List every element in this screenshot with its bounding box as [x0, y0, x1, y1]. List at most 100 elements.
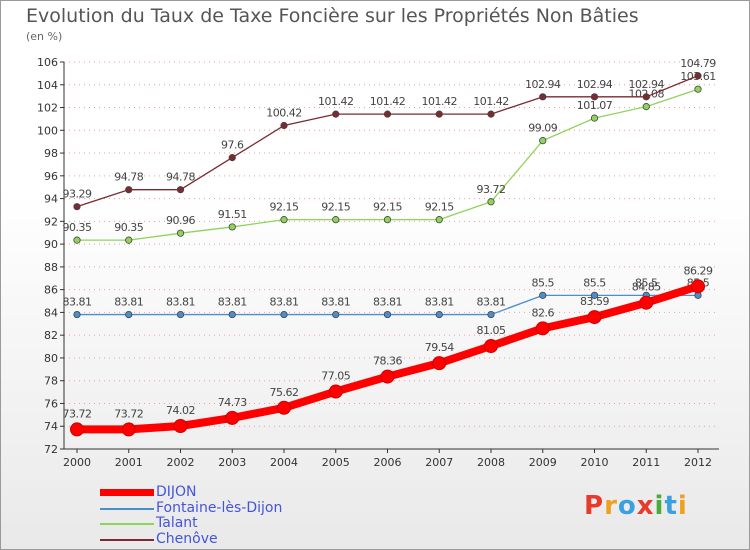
data-label-dijon: 81.05 [477, 324, 506, 337]
data-label-talant: 92.15 [373, 201, 402, 214]
x-tick-label: 2010 [581, 456, 609, 469]
data-label-fontaine-les-dijon: 83.81 [114, 296, 143, 309]
data-label-dijon: 82.6 [532, 306, 555, 319]
data-point-talant [176, 229, 185, 237]
logo-letter: i [654, 491, 665, 521]
data-label-chenove: 100.42 [266, 107, 302, 120]
data-point-dijon [173, 419, 188, 434]
data-point-fontaine-les-dijon [383, 310, 392, 319]
data-point-dijon [639, 295, 654, 310]
legend-label-fontaine: Fontaine-lès-Dijon [156, 499, 283, 516]
data-point-fontaine-les-dijon [332, 310, 340, 319]
x-tick-label: 2002 [167, 456, 195, 469]
y-tick-label: 104 [37, 79, 58, 92]
data-point-talant [125, 236, 133, 244]
data-point-fontaine-les-dijon [280, 310, 288, 319]
data-label-talant: 99.09 [528, 122, 557, 135]
data-point-dijon [432, 356, 447, 371]
data-label-dijon: 79.54 [425, 341, 454, 354]
y-tick-label: 90 [44, 238, 58, 251]
data-point-fontaine-les-dijon [73, 310, 81, 319]
data-point-fontaine-les-dijon [487, 310, 495, 319]
data-label-fontaine-les-dijon: 85.5 [583, 276, 606, 289]
data-point-chenove [228, 154, 236, 162]
x-tick-label: 2003 [218, 456, 246, 469]
data-label-dijon: 77.05 [321, 370, 350, 383]
legend-swatch-chenove [100, 538, 154, 541]
data-point-talant [332, 216, 340, 224]
data-label-talant: 90.35 [63, 221, 92, 234]
data-label-chenove: 102.94 [629, 78, 665, 91]
data-label-chenove: 104.79 [680, 57, 716, 70]
y-tick-label: 98 [44, 147, 58, 160]
data-label-fontaine-les-dijon: 83.81 [425, 296, 454, 309]
data-label-dijon: 83.59 [580, 295, 609, 308]
data-label-talant: 90.96 [166, 214, 195, 227]
y-tick-label: 100 [37, 124, 58, 137]
y-tick-label: 96 [44, 170, 58, 183]
legend-swatch-talant [100, 523, 154, 525]
legend-swatch-dijon [100, 489, 154, 496]
data-point-talant [694, 85, 702, 93]
data-point-dijon [277, 400, 291, 415]
legend-label-dijon: DIJON [156, 484, 197, 500]
x-tick-label: 2007 [425, 456, 453, 469]
data-point-talant [435, 216, 443, 224]
data-label-chenove: 97.6 [221, 139, 244, 152]
data-point-chenove [539, 93, 547, 101]
data-label-talant: 92.15 [270, 201, 299, 214]
data-label-chenove: 94.78 [166, 171, 195, 184]
data-label-chenove: 102.94 [525, 78, 561, 91]
data-label-fontaine-les-dijon: 83.81 [477, 296, 506, 309]
data-label-fontaine-les-dijon: 83.81 [63, 296, 92, 309]
data-label-talant: 91.51 [218, 208, 247, 221]
data-label-fontaine-les-dijon: 83.81 [218, 296, 247, 309]
data-point-talant [73, 236, 81, 244]
y-tick-label: 102 [37, 102, 58, 115]
y-tick-label: 86 [44, 284, 58, 297]
data-point-chenove [383, 110, 392, 118]
chart-title: Evolution du Taux de Taxe Foncière sur l… [26, 5, 639, 27]
data-label-talant: 93.72 [477, 183, 506, 196]
logo-letter: i [677, 491, 688, 521]
legend-swatch-fontaine [100, 507, 154, 510]
data-point-chenove [125, 186, 133, 194]
data-point-dijon [380, 369, 395, 384]
logo-letter: t [664, 491, 678, 521]
x-tick-label: 2000 [63, 456, 91, 469]
data-label-chenove: 101.42 [318, 95, 354, 108]
y-tick-label: 80 [44, 352, 58, 365]
data-label-chenove: 93.29 [63, 188, 92, 201]
data-point-talant [487, 198, 495, 206]
data-point-dijon [328, 384, 343, 399]
data-point-dijon [535, 321, 550, 336]
data-point-chenove [73, 203, 81, 211]
data-point-dijon [691, 279, 705, 294]
data-point-chenove [590, 93, 599, 101]
data-label-chenove: 94.78 [114, 171, 143, 184]
data-point-fontaine-les-dijon [228, 310, 236, 319]
x-tick-label: 2012 [684, 456, 712, 469]
data-label-chenove: 101.42 [370, 95, 406, 108]
data-point-chenove [280, 121, 288, 130]
data-point-chenove [642, 93, 650, 101]
data-label-dijon: 75.62 [270, 386, 299, 399]
y-tick-label: 88 [44, 261, 58, 274]
x-tick-label: 2008 [477, 456, 505, 469]
data-point-talant [590, 114, 599, 122]
logo-letter: x [636, 491, 655, 521]
data-point-dijon [70, 422, 84, 437]
data-label-dijon: 73.72 [114, 407, 143, 420]
data-point-talant [642, 103, 650, 111]
legend-label-chenove: Chenôve [156, 530, 218, 547]
data-point-dijon [121, 422, 136, 437]
proxiti-logo: Proxiti [584, 491, 688, 521]
data-label-fontaine-les-dijon: 83.81 [166, 296, 195, 309]
y-tick-label: 72 [44, 443, 58, 456]
data-label-dijon: 74.02 [166, 404, 195, 417]
y-tick-label: 82 [44, 329, 58, 342]
data-label-fontaine-les-dijon: 85.5 [532, 276, 555, 289]
data-label-chenove: 102.94 [577, 78, 613, 91]
